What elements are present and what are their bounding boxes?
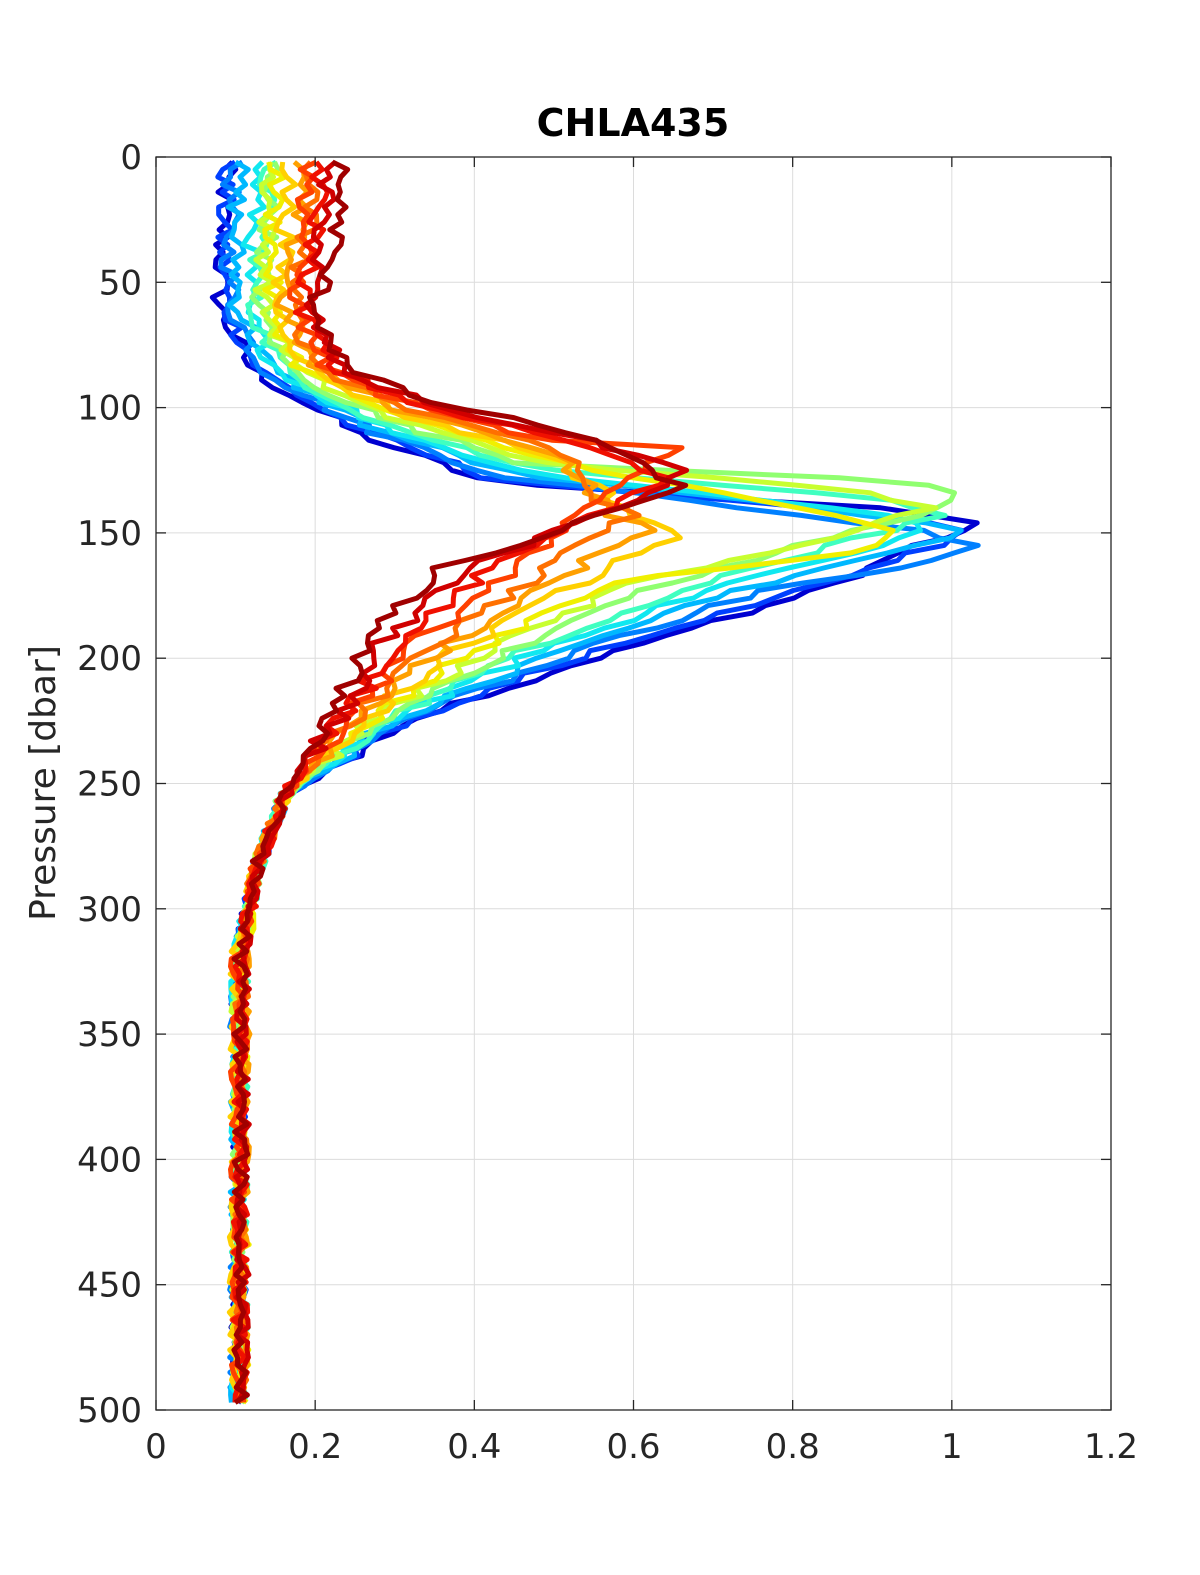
y-tick-label: 300 [77, 890, 142, 930]
x-tick-label: 0.8 [766, 1427, 820, 1467]
chart-title: CHLA435 [537, 101, 730, 145]
y-tick-label: 100 [77, 389, 142, 429]
y-tick-label: 350 [77, 1015, 142, 1055]
y-tick-label: 500 [77, 1391, 142, 1431]
profile-line [230, 160, 671, 1403]
y-tick-label: 150 [77, 514, 142, 554]
x-tick-label: 1 [941, 1427, 963, 1467]
x-tick-label: 1.2 [1084, 1427, 1138, 1467]
x-tick-label: 0.2 [288, 1427, 342, 1467]
y-tick-label: 450 [77, 1266, 142, 1306]
profile-series-group [209, 159, 981, 1405]
y-tick-label: 50 [99, 263, 142, 303]
profile-line [232, 159, 948, 1404]
y-axis-label: Pressure [dbar] [23, 645, 64, 921]
axis-ticks: 0 0.2 0.4 0.6 0.8 1 1.2 0 50 100 150 200 250 300 350 40… [77, 138, 1138, 1467]
profile-line [231, 159, 689, 1405]
y-tick-label: 0 [120, 138, 142, 178]
x-tick-label: 0.6 [606, 1427, 660, 1467]
x-tick-label: 0.4 [447, 1427, 501, 1467]
y-tick-label: 250 [77, 765, 142, 805]
y-tick-label: 400 [77, 1140, 142, 1180]
y-tick-label: 200 [77, 639, 142, 679]
x-tick-label: 0 [145, 1427, 167, 1467]
